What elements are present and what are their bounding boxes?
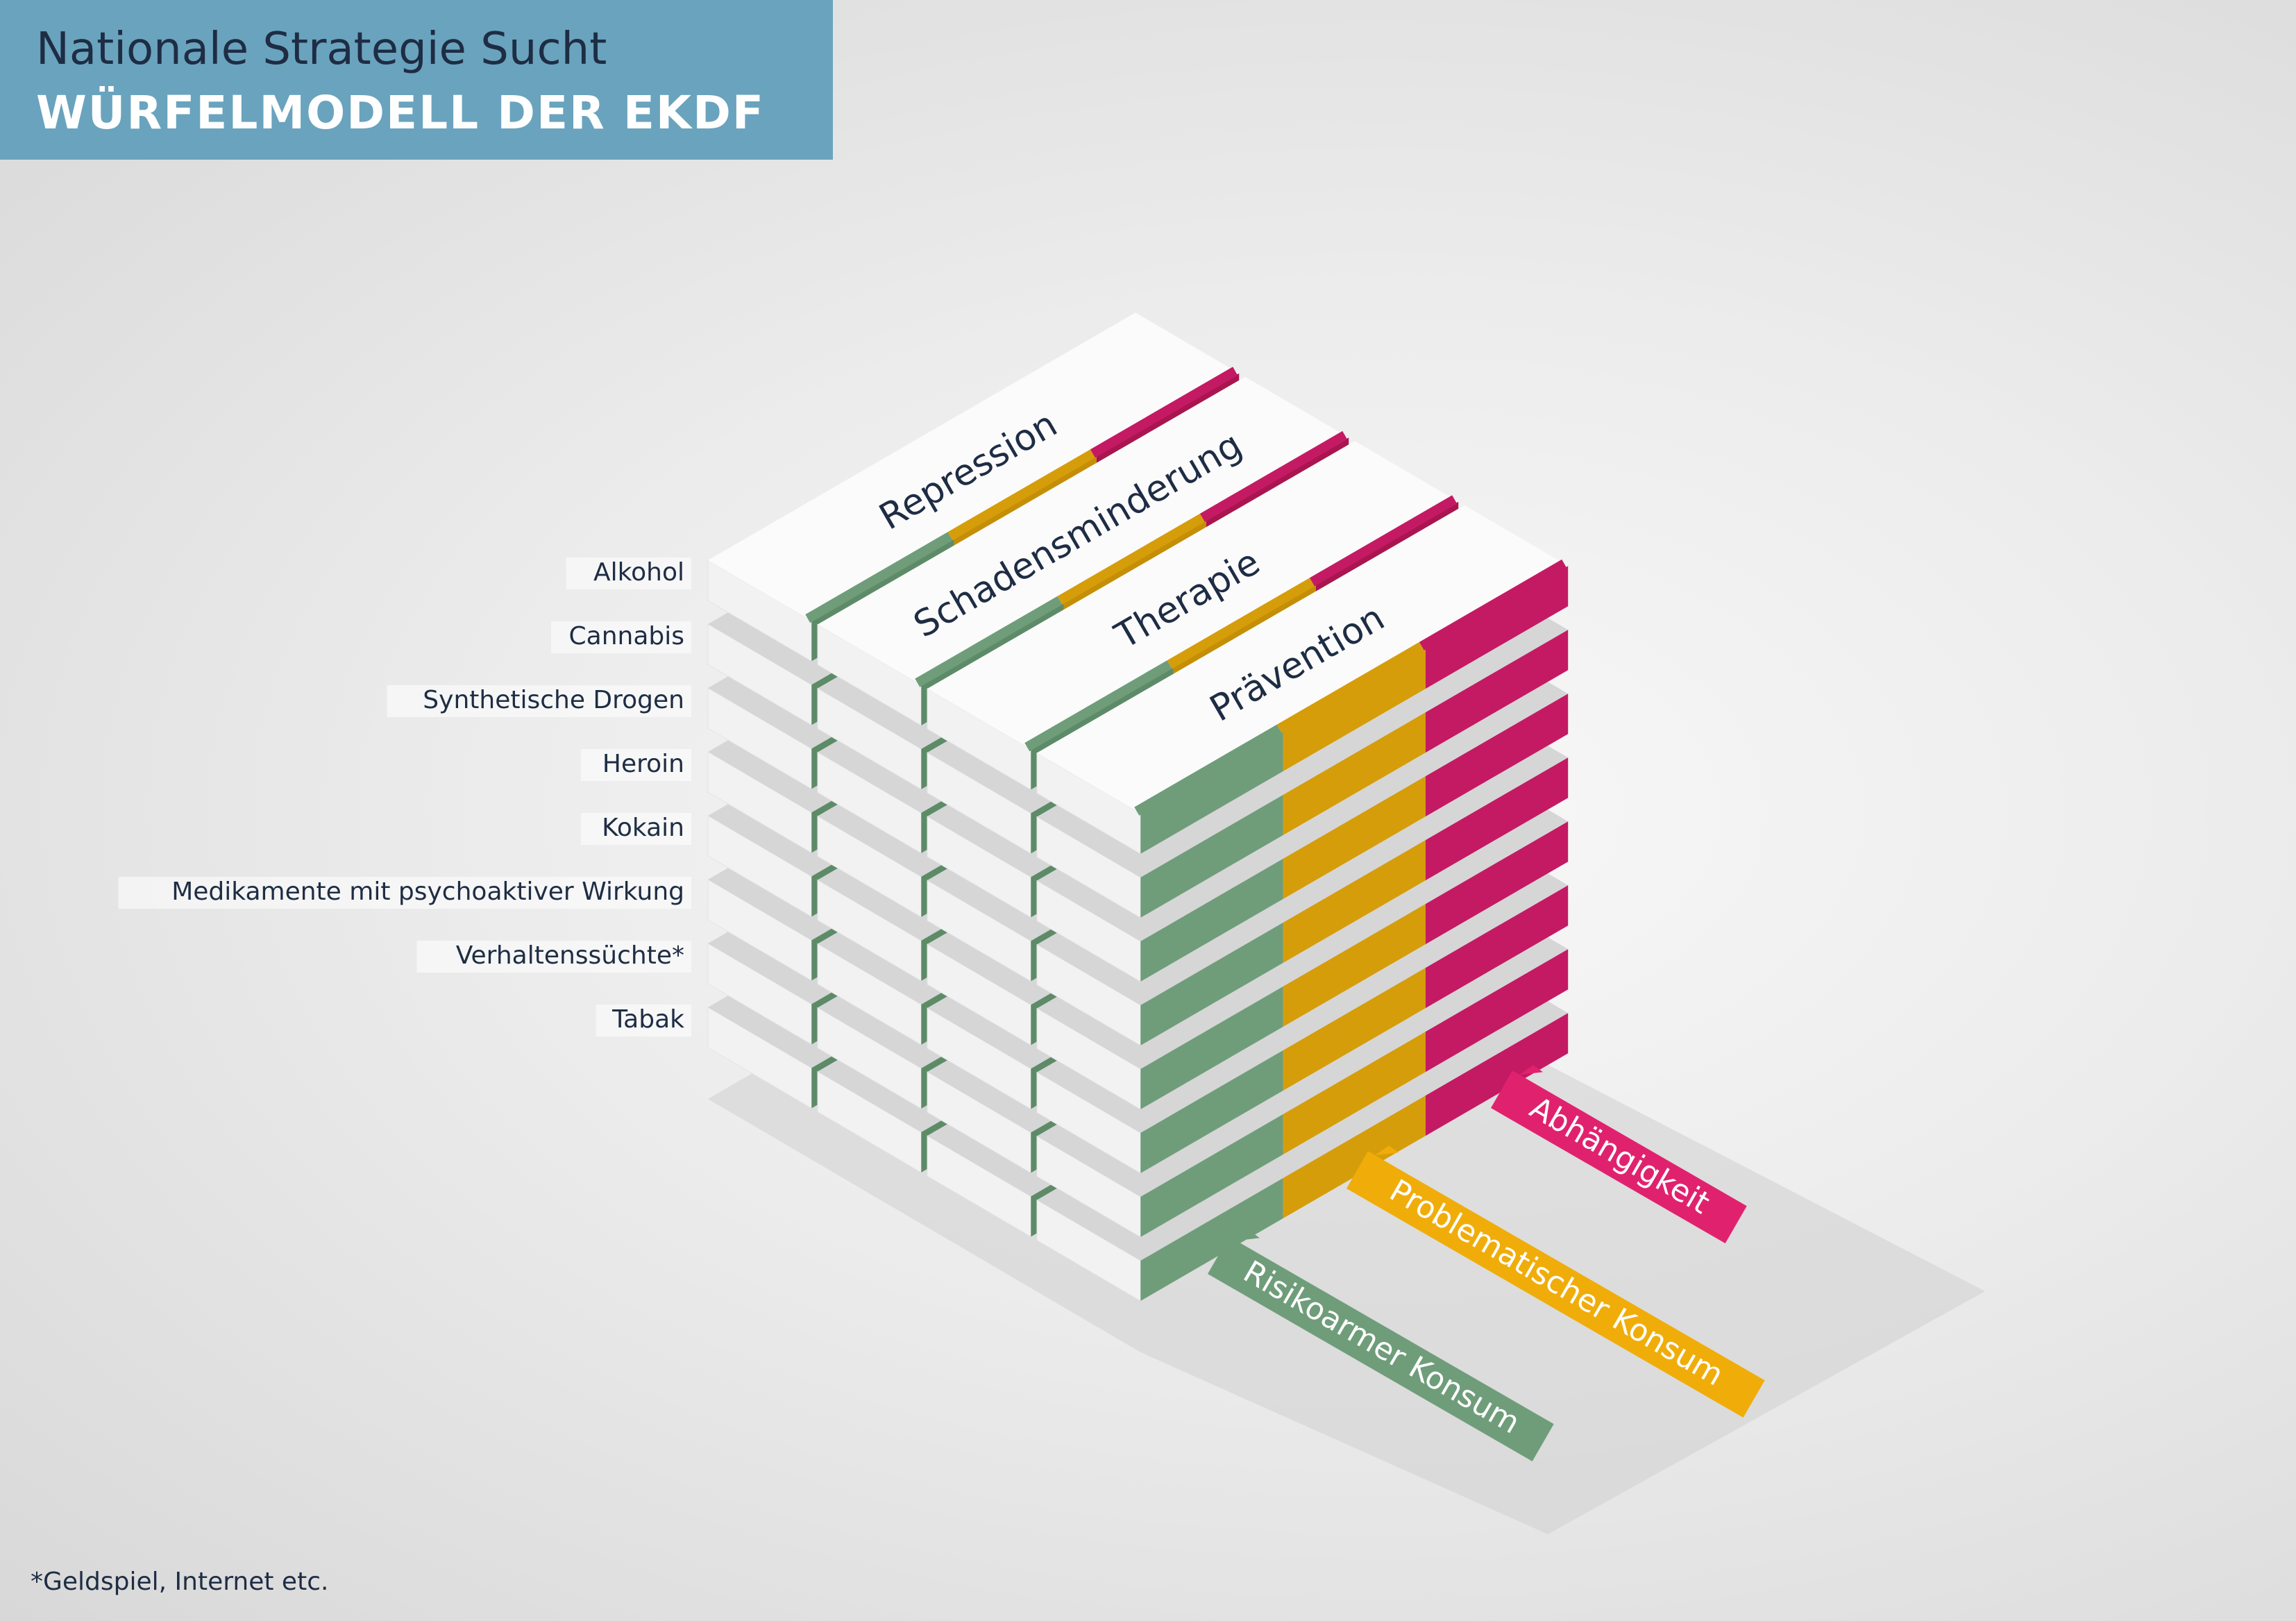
substance-label-1: Alkohol	[593, 558, 684, 587]
substance-label-5: Kokain	[602, 814, 684, 842]
substance-label-6: Medikamente mit psychoaktiver Wirkung	[171, 877, 684, 906]
slab-1-4	[1036, 505, 1569, 855]
header-subtitle: Nationale Strategie Sucht	[36, 24, 607, 75]
substance-label-4: Heroin	[602, 750, 684, 778]
substance-label-8: Tabak	[611, 1005, 684, 1034]
substance-label-7: Verhaltenssüchte*	[456, 941, 684, 970]
substance-label-3: Synthetische Drogen	[423, 686, 684, 714]
header-title: WÜRFELMODELL DER EKDF	[36, 86, 765, 140]
header-banner: Nationale Strategie Sucht WÜRFELMODELL D…	[0, 0, 833, 160]
substance-label-2: Cannabis	[569, 622, 685, 650]
footnote: *Geldspiel, Internet etc.	[31, 1568, 329, 1596]
